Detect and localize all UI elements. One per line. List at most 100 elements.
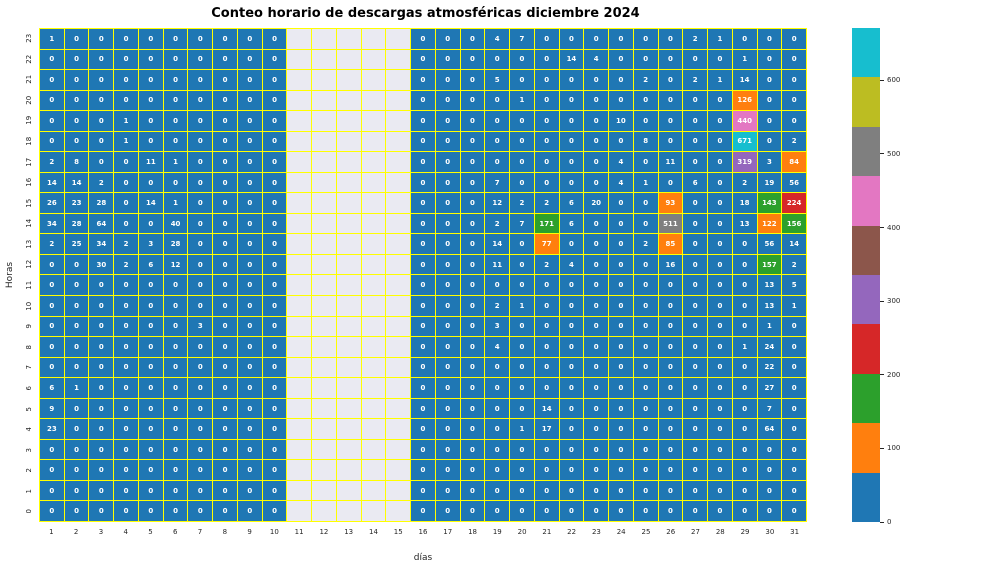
heatmap-cell: 1	[510, 419, 534, 439]
heatmap-cell	[386, 234, 411, 254]
heatmap-cell: 0	[138, 296, 163, 316]
heatmap-cell: 0	[114, 70, 138, 90]
heatmap-cell	[312, 90, 336, 111]
x-axis-label: días	[413, 553, 433, 563]
heatmap-cell: 0	[584, 419, 609, 439]
heatmap-cell: 0	[138, 460, 163, 480]
heatmap-cell: 0	[559, 439, 584, 460]
heatmap-cell	[287, 480, 312, 501]
heatmap-cell: 0	[262, 419, 287, 439]
heatmap-cell	[287, 357, 312, 378]
heatmap-cell: 0	[460, 49, 485, 70]
heatmap-cell: 0	[64, 296, 89, 316]
heatmap-cell: 77	[534, 234, 559, 254]
heatmap-cell: 2	[633, 234, 658, 254]
x-tick-label: 4	[123, 528, 128, 536]
heatmap-cell: 0	[732, 254, 757, 275]
heatmap-cell	[361, 501, 386, 521]
heatmap-cell: 0	[435, 378, 460, 398]
heatmap-cell	[336, 193, 361, 213]
heatmap-cell: 0	[534, 29, 559, 49]
heatmap-cell: 0	[559, 70, 584, 90]
heatmap-cell: 14	[782, 234, 806, 254]
heatmap-cell: 0	[559, 172, 584, 193]
heatmap-cell: 0	[213, 275, 237, 296]
heatmap-cell: 0	[262, 111, 287, 131]
colorbar	[852, 27, 880, 522]
heatmap-cell: 0	[485, 131, 510, 152]
heatmap-cell: 1	[757, 316, 782, 337]
heatmap-cell: 0	[584, 316, 609, 337]
heatmap-cell: 0	[237, 29, 262, 49]
heatmap-cell: 0	[114, 90, 138, 111]
heatmap-cell: 0	[658, 337, 683, 357]
heatmap-cell: 0	[658, 357, 683, 378]
heatmap-cell: 0	[460, 29, 485, 49]
heatmap-cell	[336, 439, 361, 460]
heatmap-cell: 0	[64, 90, 89, 111]
heatmap-cell	[336, 296, 361, 316]
heatmap-cell: 0	[188, 501, 213, 521]
heatmap-cell: 1	[114, 111, 138, 131]
heatmap-cell: 0	[460, 254, 485, 275]
heatmap-cell: 0	[633, 90, 658, 111]
heatmap-cell: 0	[732, 378, 757, 398]
heatmap-cell	[287, 439, 312, 460]
y-tick-label: 7	[25, 365, 34, 370]
heatmap-cell: 0	[237, 337, 262, 357]
heatmap-cell: 0	[138, 213, 163, 234]
heatmap-cell: 0	[460, 172, 485, 193]
y-tick-label: 15	[25, 198, 34, 208]
heatmap-cell: 0	[534, 131, 559, 152]
heatmap-cell: 0	[237, 70, 262, 90]
heatmap-cell: 93	[658, 193, 683, 213]
heatmap-cell: 0	[138, 49, 163, 70]
heatmap-cell: 0	[460, 70, 485, 90]
heatmap-cell: 0	[460, 501, 485, 521]
heatmap-cell: 0	[163, 378, 188, 398]
heatmap-cell: 23	[40, 419, 64, 439]
heatmap-cell: 56	[757, 234, 782, 254]
heatmap-cell: 0	[732, 480, 757, 501]
heatmap-cell: 14	[64, 172, 89, 193]
heatmap-cell: 0	[64, 49, 89, 70]
heatmap-cell	[361, 70, 386, 90]
heatmap-cell: 1	[633, 172, 658, 193]
heatmap-cell: 0	[633, 480, 658, 501]
heatmap-cell: 0	[114, 398, 138, 419]
heatmap-cell	[386, 193, 411, 213]
heatmap-cell	[361, 172, 386, 193]
heatmap-cell: 0	[584, 439, 609, 460]
heatmap-cell: 64	[89, 213, 114, 234]
heatmap-cell: 0	[138, 131, 163, 152]
colorbar-tick: 100	[880, 444, 900, 452]
heatmap-cell: 0	[163, 337, 188, 357]
heatmap-cell: 0	[460, 460, 485, 480]
y-tick-label: 19	[25, 116, 34, 126]
heatmap-cell: 0	[435, 193, 460, 213]
heatmap-cell: 0	[782, 501, 806, 521]
heatmap-cell: 0	[213, 296, 237, 316]
heatmap-cell: 143	[757, 193, 782, 213]
heatmap-cell: 6	[40, 378, 64, 398]
colorbar-tick-mark	[880, 447, 884, 449]
heatmap-cell: 4	[609, 152, 633, 172]
heatmap-cell: 0	[510, 111, 534, 131]
heatmap-cell: 0	[485, 275, 510, 296]
heatmap-cell: 126	[732, 90, 757, 111]
heatmap-cell: 4	[609, 172, 633, 193]
heatmap-cell: 0	[89, 111, 114, 131]
x-tick-label: 7	[197, 528, 203, 536]
heatmap-cell: 0	[683, 460, 708, 480]
heatmap-cell: 0	[658, 90, 683, 111]
heatmap-cell: 0	[757, 460, 782, 480]
heatmap-cell: 0	[534, 275, 559, 296]
heatmap-cell: 0	[534, 70, 559, 90]
heatmap-cell	[361, 316, 386, 337]
heatmap-cell: 0	[411, 398, 435, 419]
heatmap-cell: 0	[89, 316, 114, 337]
heatmap-cell: 0	[237, 378, 262, 398]
x-tick-label: 10	[269, 528, 279, 536]
heatmap-cell	[386, 275, 411, 296]
